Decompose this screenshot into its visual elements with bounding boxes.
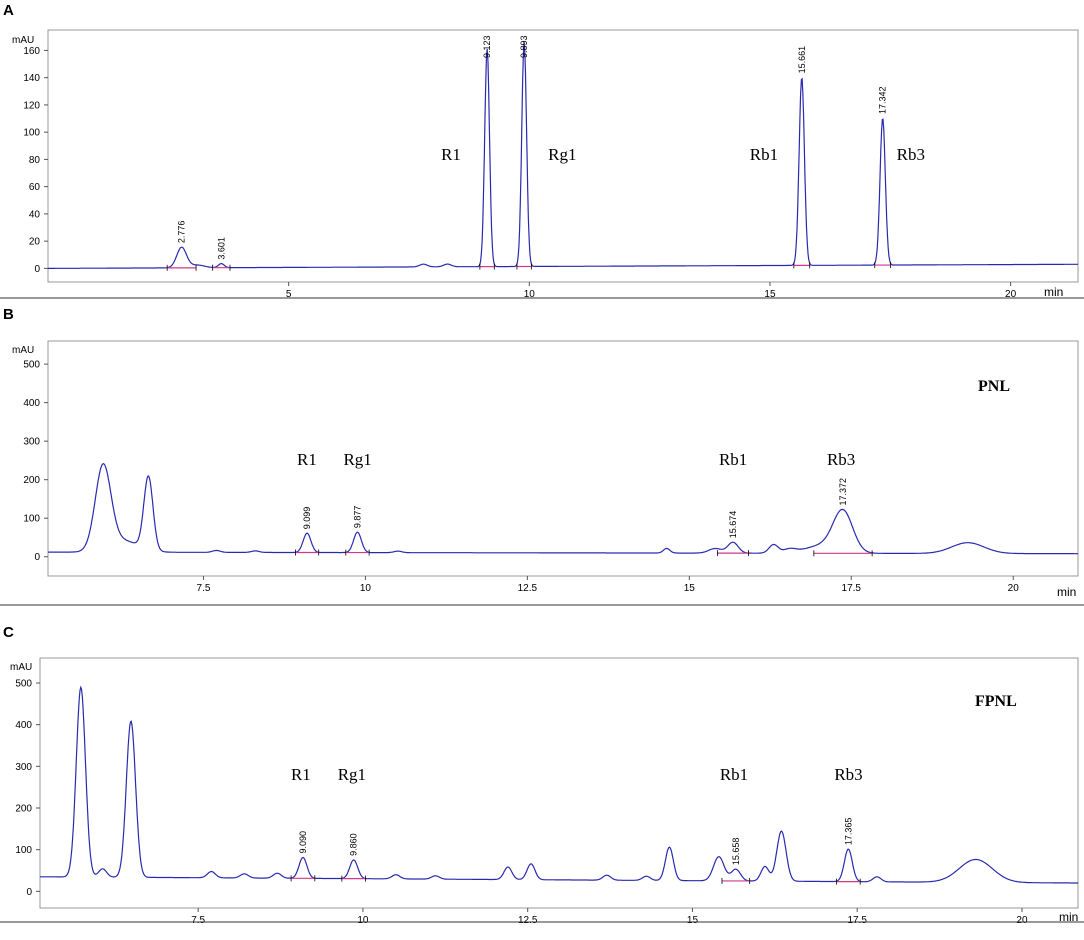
retention-time-label: 15.658 — [731, 838, 741, 866]
y-tick-label: 300 — [15, 762, 32, 773]
x-tick-label: 17.5 — [842, 583, 862, 594]
y-tick-label: 20 — [29, 237, 41, 248]
y-tick-label: 200 — [23, 475, 40, 486]
x-tick-label: 5 — [286, 289, 292, 300]
panel-a-ticks: 0 20 40 60 80 100 120 140 160 5 10 15 20 — [23, 46, 1016, 300]
panel-c-xlabel: min — [1059, 910, 1078, 924]
compound-label: R1 — [291, 765, 311, 784]
retention-time-label: 9.877 — [352, 506, 362, 529]
y-tick-label: 300 — [23, 437, 40, 448]
y-tick-label: 0 — [34, 264, 40, 275]
y-tick-label: 100 — [15, 845, 32, 856]
x-tick-label: 20 — [1016, 915, 1028, 926]
y-tick-label: 400 — [15, 720, 32, 731]
panel-b-peak-marks: 9.099 R1 9.877 Rg1 15.674 Rb1 17.372 Rb3 — [294, 450, 873, 557]
compound-label: R1 — [441, 145, 461, 164]
x-tick-label: 12.5 — [518, 915, 538, 926]
retention-time-label: 17.365 — [843, 818, 853, 846]
panel-c-ylabel: mAU — [10, 662, 32, 673]
retention-time-label: 9.099 — [302, 507, 312, 530]
retention-time-label: 15.674 — [728, 511, 738, 539]
x-tick-label: 10 — [360, 583, 372, 594]
panel-b: B mAU min PNL 0 100 200 300 400 500 7.5 10 12.5 1… — [3, 306, 1079, 599]
panel-a-ylabel: mAU — [12, 35, 34, 46]
x-tick-label: 10 — [524, 289, 536, 300]
panel-c-plot-frame — [39, 657, 1079, 909]
compound-label: Rb3 — [827, 450, 855, 469]
panel-b-ylabel: mAU — [12, 345, 34, 356]
panel-a-peak-marks: 2.776 3.601 9.123 R1 9.893 Rg1 15.661 Rb1 17.342… — [166, 35, 925, 271]
compound-label: R1 — [297, 450, 317, 469]
panel-b-letter: B — [3, 306, 14, 323]
compound-label: Rb3 — [834, 765, 862, 784]
panel-c-sample-label: FPNL — [975, 693, 1017, 710]
x-tick-label: 15 — [684, 583, 696, 594]
compound-label: Rb3 — [897, 145, 925, 164]
y-tick-label: 0 — [26, 887, 32, 898]
y-tick-label: 80 — [29, 155, 41, 166]
panel-b-xlabel: min — [1057, 585, 1076, 599]
y-tick-label: 140 — [23, 73, 40, 84]
y-tick-label: 60 — [29, 182, 41, 193]
y-tick-label: 400 — [23, 398, 40, 409]
panel-c: C mAU min FPNL 0 100 200 300 400 500 7.5 10 12.5… — [3, 624, 1079, 927]
panel-c-letter: C — [3, 624, 14, 641]
panel-b-trace — [48, 463, 1078, 555]
compound-label: Rg1 — [338, 765, 366, 784]
retention-time-label: 9.090 — [298, 831, 308, 854]
panel-a: A mAU min 0 20 40 60 80 100 120 140 160 5 10 15 20 2… — [3, 2, 1079, 300]
panel-c-trace — [40, 685, 1078, 884]
x-tick-label: 20 — [1008, 583, 1020, 594]
y-tick-label: 120 — [23, 100, 40, 111]
panel-a-letter: A — [3, 2, 14, 19]
x-tick-label: 15 — [687, 915, 699, 926]
y-tick-label: 100 — [23, 128, 40, 139]
y-tick-label: 500 — [15, 679, 32, 690]
y-tick-label: 500 — [23, 360, 40, 371]
panel-a-plot-frame — [47, 29, 1079, 283]
compound-label: Rb1 — [720, 765, 748, 784]
panel-a-xlabel: min — [1044, 285, 1063, 299]
y-tick-label: 0 — [34, 552, 40, 563]
compound-label: Rb1 — [719, 450, 747, 469]
panel-b-sample-label: PNL — [978, 378, 1010, 395]
panel-b-ticks: 0 100 200 300 400 500 7.5 10 12.5 15 17.5 20 — [23, 360, 1019, 594]
panel-b-plot-frame — [47, 340, 1079, 577]
retention-time-label: 17.372 — [838, 478, 848, 506]
retention-time-label: 15.661 — [797, 46, 807, 74]
y-tick-label: 200 — [15, 804, 32, 815]
x-tick-label: 10 — [357, 915, 369, 926]
panel-c-ticks: 0 100 200 300 400 500 7.5 10 12.5 15 17.5 20 — [15, 679, 1028, 927]
compound-label: Rg1 — [343, 450, 371, 469]
y-tick-label: 160 — [23, 46, 40, 57]
retention-time-label: 9.860 — [349, 833, 359, 856]
compound-label: Rb1 — [750, 145, 778, 164]
retention-time-label: 2.776 — [177, 221, 187, 244]
x-tick-label: 20 — [1005, 289, 1017, 300]
retention-time-label: 9.123 — [482, 35, 492, 58]
compound-label: Rg1 — [548, 145, 576, 164]
x-tick-label: 12.5 — [518, 583, 538, 594]
x-tick-label: 7.5 — [191, 915, 205, 926]
y-tick-label: 100 — [23, 514, 40, 525]
x-tick-label: 15 — [764, 289, 776, 300]
panel-a-trace — [48, 42, 1078, 269]
x-tick-label: 7.5 — [197, 583, 211, 594]
x-tick-label: 17.5 — [847, 915, 867, 926]
retention-time-label: 3.601 — [216, 237, 226, 260]
y-tick-label: 40 — [29, 209, 41, 220]
retention-time-label: 17.342 — [878, 86, 888, 114]
panel-c-peak-marks: 9.090 R1 9.860 Rg1 15.658 Rb1 17.365 Rb3 — [290, 765, 863, 885]
retention-time-label: 9.893 — [519, 35, 529, 58]
